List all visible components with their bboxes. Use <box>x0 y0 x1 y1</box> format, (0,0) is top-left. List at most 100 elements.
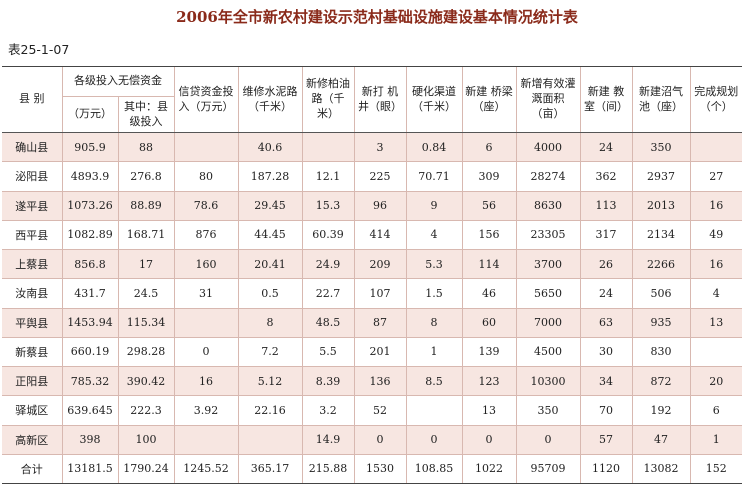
value-cell <box>173 308 238 338</box>
header-county-invest: 其中：县级投入 <box>117 96 174 133</box>
county-cell: 汝南县 <box>2 278 62 309</box>
value-cell: 95709 <box>515 454 580 485</box>
value-cell: 0.84 <box>405 132 462 163</box>
value-cell: 15.3 <box>301 191 354 221</box>
value-cell: 225 <box>353 161 406 192</box>
value-cell: 57 <box>579 425 632 455</box>
value-cell: 48.5 <box>301 308 354 338</box>
value-cell: 52 <box>353 395 406 426</box>
value-cell: 298.28 <box>117 337 174 368</box>
value-cell: 34 <box>579 366 632 397</box>
value-cell: 431.7 <box>61 278 118 309</box>
value-cell: 115.34 <box>117 308 174 338</box>
value-cell: 22.16 <box>237 395 302 426</box>
header-channels: 硬化渠道（千米） <box>405 66 462 133</box>
value-cell <box>405 395 462 426</box>
value-cell: 63 <box>579 308 632 338</box>
value-cell: 8 <box>237 308 302 338</box>
value-cell: 8630 <box>515 191 580 221</box>
value-cell: 201 <box>353 337 406 368</box>
value-cell: 876 <box>173 220 238 251</box>
value-cell: 0 <box>515 425 580 455</box>
value-cell: 113 <box>579 191 632 221</box>
value-cell: 350 <box>515 395 580 426</box>
header-planning: 完成规划（个） <box>689 66 742 133</box>
value-cell: 20 <box>689 366 742 397</box>
value-cell: 0 <box>353 425 406 455</box>
value-cell: 390.42 <box>117 366 174 397</box>
county-cell: 高新区 <box>2 425 62 455</box>
value-cell: 872 <box>631 366 690 397</box>
value-cell: 5.5 <box>301 337 354 368</box>
value-cell: 4 <box>689 278 742 309</box>
value-cell: 0 <box>173 337 238 368</box>
table-row: 高新区 398 100 14.9 0 0 0 0 57 47 1 <box>2 425 742 455</box>
table-row: 确山县 905.9 88 40.6 3 0.84 6 4000 24 350 <box>2 132 742 163</box>
value-cell: 20.41 <box>237 249 302 280</box>
table-code: 表25-1-07 <box>8 42 70 57</box>
value-cell: 5650 <box>515 278 580 309</box>
value-cell: 1022 <box>461 454 516 485</box>
county-cell: 合计 <box>2 454 62 485</box>
value-cell: 23305 <box>515 220 580 251</box>
value-cell: 22.7 <box>301 278 354 309</box>
value-cell: 28274 <box>515 161 580 192</box>
value-cell: 31 <box>173 278 238 309</box>
value-cell: 24 <box>579 278 632 309</box>
value-cell: 24.5 <box>117 278 174 309</box>
value-cell: 639.645 <box>61 395 118 426</box>
table-row: 驿城区 639.645 222.3 3.92 22.16 3.2 52 13 350 70 192 6 <box>2 395 742 426</box>
page-title: 2006年全市新农村建设示范村基础设施建设基本情况统计表 <box>176 8 578 26</box>
value-cell: 276.8 <box>117 161 174 192</box>
value-cell: 16 <box>173 366 238 397</box>
header-credit: 信贷资金投入（万元） <box>173 66 238 133</box>
header-group-funds: 各级投入无偿资金 <box>61 66 174 97</box>
header-wan-yuan: （万元） <box>61 96 118 133</box>
value-cell: 1453.94 <box>61 308 118 338</box>
value-cell: 1082.89 <box>61 220 118 251</box>
value-cell: 2266 <box>631 249 690 280</box>
value-cell: 192 <box>631 395 690 426</box>
value-cell: 6 <box>461 132 516 163</box>
value-cell: 96 <box>353 191 406 221</box>
county-cell: 确山县 <box>2 132 62 163</box>
value-cell: 8.5 <box>405 366 462 397</box>
value-cell: 60 <box>461 308 516 338</box>
value-cell: 3.2 <box>301 395 354 426</box>
value-cell: 187.28 <box>237 161 302 192</box>
header-bridges: 新建 桥梁（座） <box>461 66 516 133</box>
value-cell: 8 <box>405 308 462 338</box>
value-cell: 856.8 <box>61 249 118 280</box>
value-cell: 4500 <box>515 337 580 368</box>
value-cell: 168.71 <box>117 220 174 251</box>
header-road: 维修水泥路（千米） <box>237 66 302 133</box>
value-cell: 24 <box>579 132 632 163</box>
value-cell: 40.6 <box>237 132 302 163</box>
value-cell: 414 <box>353 220 406 251</box>
value-cell: 317 <box>579 220 632 251</box>
value-cell: 785.32 <box>61 366 118 397</box>
table-row: 正阳县 785.32 390.42 16 5.12 8.39 136 8.5 123 10300 3… <box>2 366 742 397</box>
value-cell: 60.39 <box>301 220 354 251</box>
county-cell: 上蔡县 <box>2 249 62 280</box>
value-cell: 2937 <box>631 161 690 192</box>
value-cell: 156 <box>461 220 516 251</box>
value-cell: 30 <box>579 337 632 368</box>
value-cell: 10300 <box>515 366 580 397</box>
table-row: 遂平县 1073.26 88.89 78.6 29.45 15.3 96 9 56 8630 113… <box>2 191 742 221</box>
table-row: 泌阳县 4893.9 276.8 80 187.28 12.1 225 70.71 309 282… <box>2 161 742 192</box>
table-total-row: 合计 13181.5 1790.24 1245.52 365.17 215.88 1530 1… <box>2 454 742 485</box>
value-cell: 123 <box>461 366 516 397</box>
table-row: 西平县 1082.89 168.71 876 44.45 60.39 414 4 156 2330… <box>2 220 742 251</box>
value-cell: 87 <box>353 308 406 338</box>
value-cell: 1245.52 <box>173 454 238 485</box>
value-cell: 88 <box>117 132 174 163</box>
value-cell: 44.45 <box>237 220 302 251</box>
value-cell: 152 <box>689 454 742 485</box>
value-cell: 56 <box>461 191 516 221</box>
value-cell: 4000 <box>515 132 580 163</box>
value-cell: 350 <box>631 132 690 163</box>
value-cell: 160 <box>173 249 238 280</box>
value-cell: 4 <box>405 220 462 251</box>
value-cell: 26 <box>579 249 632 280</box>
